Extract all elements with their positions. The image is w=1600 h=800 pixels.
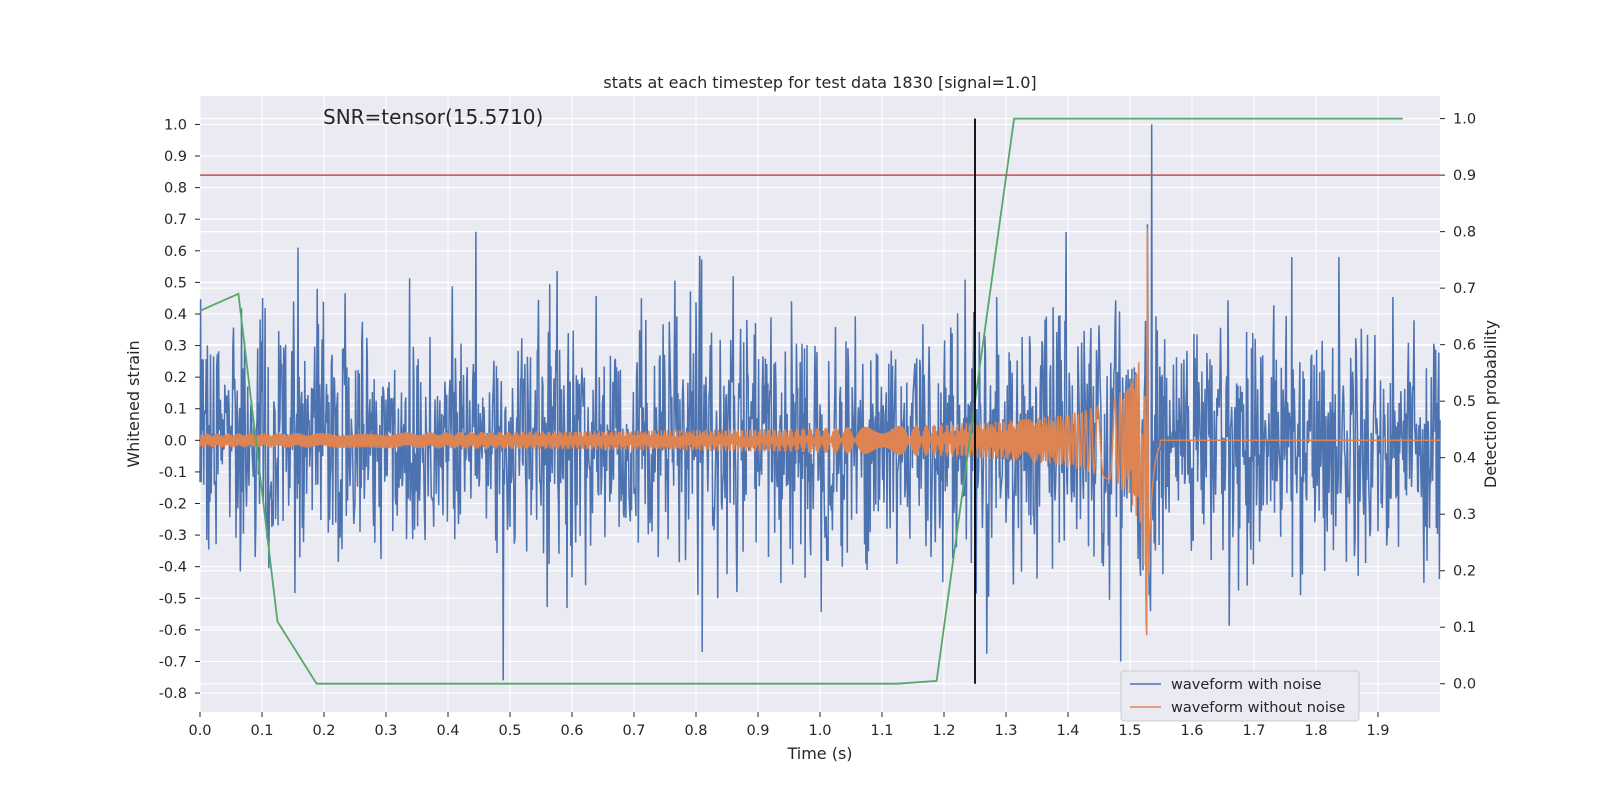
y-tick-label: 0.1 (164, 402, 187, 418)
legend-label-with-noise: waveform with noise (1171, 677, 1322, 693)
y-tick-label: -0.4 (159, 560, 187, 576)
x-tick-label: 1.6 (1180, 723, 1203, 739)
x-tick-label: 0.5 (498, 723, 521, 739)
y-right-tick-label: 0.6 (1453, 338, 1476, 354)
chart-title: stats at each timestep for test data 183… (603, 73, 1036, 92)
y-right-tick-label: 0.7 (1453, 281, 1476, 297)
y-right-tick-label: 0.2 (1453, 564, 1476, 580)
y-right-tick-label: 0.3 (1453, 507, 1476, 523)
line-waveform-with-noise (199, 124, 1441, 681)
x-tick-label: 0.8 (684, 723, 707, 739)
y-right-tick-label: 0.0 (1453, 677, 1476, 693)
x-tick-label: 1.5 (1118, 723, 1141, 739)
y-right-tick-label: 1.0 (1453, 112, 1476, 128)
y-tick-label: 0.0 (164, 433, 187, 449)
y-axis-left-ticks: -0.8 -0.7 -0.6 -0.5 -0.4 -0.3 -0.2 -0.1 0.0 0.1 0.… (159, 117, 200, 702)
series-waveform-with-noise (199, 124, 1441, 681)
x-tick-label: 0.7 (622, 723, 645, 739)
y-tick-label: 1.0 (164, 117, 187, 133)
x-tick-label: 0.9 (746, 723, 769, 739)
x-tick-label: 0.1 (250, 723, 273, 739)
y-tick-label: -0.3 (159, 528, 187, 544)
y-axis-right-title: Detection probability (1481, 320, 1500, 488)
series-waveform-without-noise (199, 227, 1440, 636)
y-tick-label: 0.2 (164, 370, 187, 386)
line-detection-probability (199, 117, 1403, 685)
y-tick-label: -0.7 (159, 654, 187, 670)
y-tick-label: 0.8 (164, 181, 187, 197)
x-tick-label: 0.3 (374, 723, 397, 739)
x-tick-label: 1.0 (808, 723, 831, 739)
legend-label-without-noise: waveform without noise (1171, 700, 1345, 716)
y-tick-label: 0.5 (164, 275, 187, 291)
x-tick-label: 0.4 (436, 723, 459, 739)
y-axis-right-ticks: 0.0 0.1 0.2 0.3 0.4 0.5 0.6 0.7 0.8 0.9 1.0 (1440, 112, 1476, 693)
y-right-tick-label: 0.4 (1453, 451, 1476, 467)
line-waveform-without-noise (199, 227, 1440, 636)
x-axis-ticks: 0.0 0.1 0.2 0.3 0.4 0.5 0.6 0.7 0.8 0.9 1.0 1.1 1.2 1… (188, 712, 1390, 739)
x-tick-label: 0.6 (560, 723, 583, 739)
y-tick-label: -0.8 (159, 686, 187, 702)
x-tick-label: 0.2 (312, 723, 335, 739)
y-tick-label: 0.3 (164, 339, 187, 355)
x-tick-label: 1.3 (994, 723, 1017, 739)
x-tick-label: 1.8 (1304, 723, 1327, 739)
legend-box (1120, 670, 1360, 722)
y-right-tick-label: 0.1 (1453, 620, 1476, 636)
snr-annotation: SNR=tensor(15.5710) (323, 105, 543, 129)
x-tick-label: 0.0 (188, 723, 211, 739)
y-tick-label: 0.7 (164, 212, 187, 228)
y-right-tick-label: 0.8 (1453, 225, 1476, 241)
series-detection-probability (199, 117, 1403, 685)
y-tick-label: -0.5 (159, 591, 187, 607)
x-tick-label: 1.4 (1056, 723, 1079, 739)
y-tick-label: 0.9 (164, 149, 187, 165)
x-tick-label: 1.7 (1242, 723, 1265, 739)
y-right-tick-label: 0.5 (1453, 394, 1476, 410)
y-tick-label: 0.4 (164, 307, 187, 323)
x-tick-label: 1.2 (932, 723, 955, 739)
x-tick-label: 1.1 (870, 723, 893, 739)
legend: waveform with noise waveform without noi… (1120, 670, 1360, 722)
x-axis-title: Time (s) (786, 744, 852, 763)
reference-lines (200, 118, 1440, 684)
y-tick-label: -0.6 (159, 623, 187, 639)
x-tick-label: 1.9 (1366, 723, 1389, 739)
y-right-tick-label: 0.9 (1453, 168, 1476, 184)
y-tick-label: 0.6 (164, 244, 187, 260)
y-axis-left-title: Whitened strain (124, 340, 143, 467)
y-tick-label: -0.1 (159, 465, 187, 481)
y-tick-label: -0.2 (159, 497, 187, 513)
